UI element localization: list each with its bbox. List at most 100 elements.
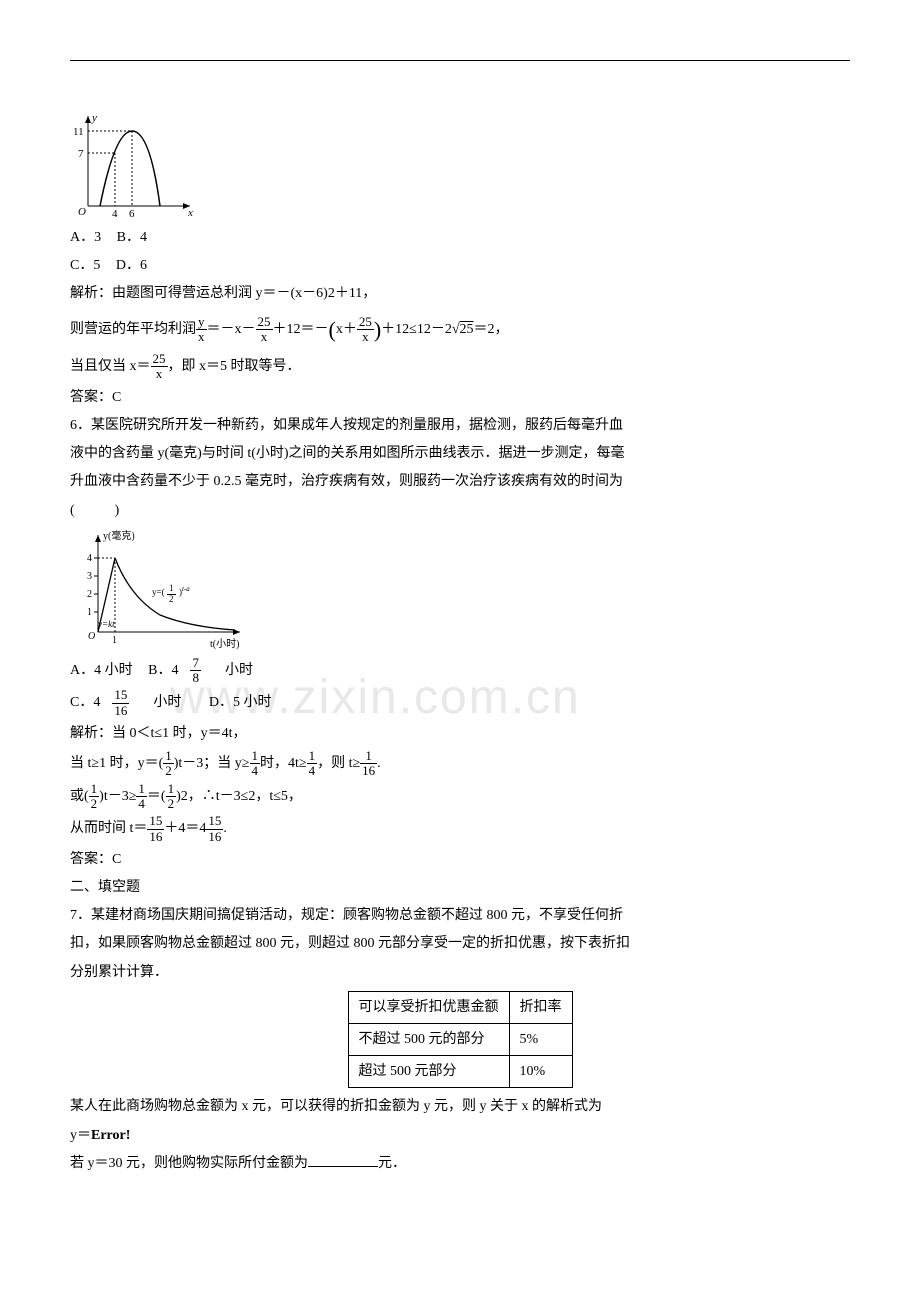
table-cell: 不超过 500 元的部分	[348, 1023, 509, 1055]
fraction: 12	[89, 782, 100, 812]
text: x＋	[336, 322, 357, 337]
svg-text:t(小时): t(小时)	[210, 638, 239, 650]
svg-text:6: 6	[129, 208, 135, 220]
q5-opt-b: B．4	[117, 230, 147, 245]
table-row: 超过 500 元部分 10%	[348, 1056, 572, 1088]
q5-options-ab: A．3 B．4	[70, 225, 850, 250]
q6-options-cd: C．41516小时 D．5 小时	[70, 688, 850, 718]
svg-text:O: O	[78, 206, 86, 218]
fraction: 1516	[206, 814, 223, 844]
q5-opt-d: D．6	[116, 258, 147, 273]
fraction: 78	[190, 656, 213, 686]
text: ＋12＝－	[273, 322, 329, 337]
q6-sol3: 或(12)t－3≥14＝(12)2，∴t－3≤2，t≤5，	[70, 782, 850, 812]
svg-text:4: 4	[87, 553, 92, 564]
table-header: 折扣率	[509, 991, 572, 1023]
table-cell: 5%	[509, 1023, 572, 1055]
paren-open: (	[70, 503, 75, 518]
svg-text:1: 1	[87, 607, 92, 618]
svg-text:11: 11	[73, 126, 84, 138]
graph-q5: y x 11 7 4 6 O	[70, 111, 200, 221]
q7-stem3: 分别累计计算．	[70, 960, 850, 985]
q6-options-ab: A．4 小时 B．478小时	[70, 656, 850, 686]
fraction: 1516	[112, 688, 141, 718]
text: .	[377, 756, 381, 771]
svg-text:y=kt: y=kt	[97, 619, 115, 629]
text: )t－3；当 y≥	[174, 756, 250, 771]
fraction: 25x	[256, 315, 273, 345]
q5-opt-c: C．5	[70, 258, 100, 273]
text: ，则 t≥	[317, 756, 360, 771]
text: 从而时间 t＝	[70, 821, 147, 836]
fraction: 12	[163, 749, 174, 779]
q5-sol3: 当且仅当 x＝25x，即 x＝5 时取等号．	[70, 352, 850, 382]
svg-text:x: x	[187, 207, 193, 219]
q7-stem6: 若 y＝30 元，则他购物实际所付金额为元．	[70, 1151, 850, 1176]
svg-text:)t-a: )t-a	[179, 585, 190, 597]
text: ＋12≤12－2	[381, 322, 452, 337]
table-cell: 10%	[509, 1056, 572, 1088]
text: ＝2，	[474, 322, 509, 337]
fraction: yx	[196, 315, 207, 345]
q6-sol2: 当 t≥1 时，y＝(12)t－3；当 y≥14时，4t≥14，则 t≥116.	[70, 749, 850, 779]
table-header: 可以享受折扣优惠金额	[348, 991, 509, 1023]
text: 则营运的年平均利润	[70, 322, 196, 337]
top-rule	[70, 60, 850, 61]
fraction: 1516	[147, 814, 164, 844]
q6-stem1: 6．某医院研究所开发一种新药，如果成年人按规定的剂量服用，据检测，服药后每毫升血	[70, 413, 850, 438]
svg-text:4: 4	[112, 208, 118, 220]
svg-text:1: 1	[112, 635, 117, 646]
text: C．4	[70, 695, 100, 710]
text: ＝－x－	[207, 322, 256, 337]
paren-left: (	[329, 317, 336, 342]
svg-text:y(毫克): y(毫克)	[103, 529, 135, 542]
q5-options-cd: C．5 D．6	[70, 253, 850, 278]
q6-opt-d: D．5 小时	[209, 695, 272, 710]
q6-paren: ()	[70, 498, 850, 523]
text: B．4	[148, 663, 178, 678]
q5-sol2: 则营运的年平均利润yx＝－x－25x＋12＝－(x＋25x)＋12≤12－2√2…	[70, 310, 850, 350]
fraction: 14	[250, 749, 261, 779]
svg-text:7: 7	[78, 148, 84, 160]
table-row: 不超过 500 元的部分 5%	[348, 1023, 572, 1055]
q7-discount-table: 可以享受折扣优惠金额 折扣率 不超过 500 元的部分 5% 超过 500 元部…	[348, 991, 573, 1089]
text: 当且仅当 x＝	[70, 359, 151, 374]
text: ＋4＝4	[164, 821, 206, 836]
q6-sol1: 解析：当 0＜t≤1 时，y＝4t，	[70, 721, 850, 746]
q6-sol4: 从而时间 t＝1516＋4＝41516.	[70, 814, 850, 844]
svg-text:3: 3	[87, 571, 92, 582]
q6-opt-a: A．4 小时	[70, 663, 133, 678]
fraction: 12	[166, 782, 177, 812]
q7-stem1: 7．某建材商场国庆期间搞促销活动，规定：顾客购物总金额不超过 800 元，不享受…	[70, 903, 850, 928]
fraction: 14	[136, 782, 147, 812]
svg-text:2: 2	[87, 589, 92, 600]
q5-sol1: 解析：由题图可得营运总利润 y＝－(x－6)2＋11，	[70, 281, 850, 306]
error-text: Error!	[91, 1128, 130, 1143]
svg-text:y: y	[91, 112, 97, 124]
fraction: 116	[360, 749, 377, 779]
q5-opt-a: A．3	[70, 230, 101, 245]
section2-title: 二、填空题	[70, 875, 850, 900]
text: 元．	[378, 1156, 406, 1171]
text: )2，∴t－3≤2，t≤5，	[176, 789, 302, 804]
text: y＝	[70, 1128, 91, 1143]
graph-q6: y(毫克) t(小时) O 4 3 2 1 1 y=kt y=( 12 )t-a	[70, 527, 250, 652]
table-row: 可以享受折扣优惠金额 折扣率	[348, 991, 572, 1023]
sqrt-sign: √	[452, 322, 460, 337]
sqrt-val: 25	[460, 322, 474, 337]
q6-stem2: 液中的含药量 y(毫克)与时间 t(小时)之间的关系用如图所示曲线表示．据进一步…	[70, 441, 850, 466]
q6-opt-b: B．478小时	[148, 663, 265, 678]
text: 小时	[225, 663, 253, 678]
fraction: 25x	[151, 352, 168, 382]
page-content: y x 11 7 4 6 O A．3 B．4 C．5 D．6 解析：由题图可得营…	[70, 60, 850, 1176]
q6-opt-c: C．41516小时	[70, 695, 197, 710]
q7-stem2: 扣，如果顾客购物总金额超过 800 元，则超过 800 元部分享受一定的折扣优惠…	[70, 931, 850, 956]
svg-text:y=(: y=(	[152, 587, 165, 597]
text: )t－3≥	[99, 789, 136, 804]
text: 时，4t≥	[260, 756, 307, 771]
q6-answer: 答案：C	[70, 847, 850, 872]
fill-blank	[308, 1153, 378, 1167]
text: 或(	[70, 789, 89, 804]
q5-answer: 答案：C	[70, 385, 850, 410]
text: ＝(	[147, 789, 166, 804]
